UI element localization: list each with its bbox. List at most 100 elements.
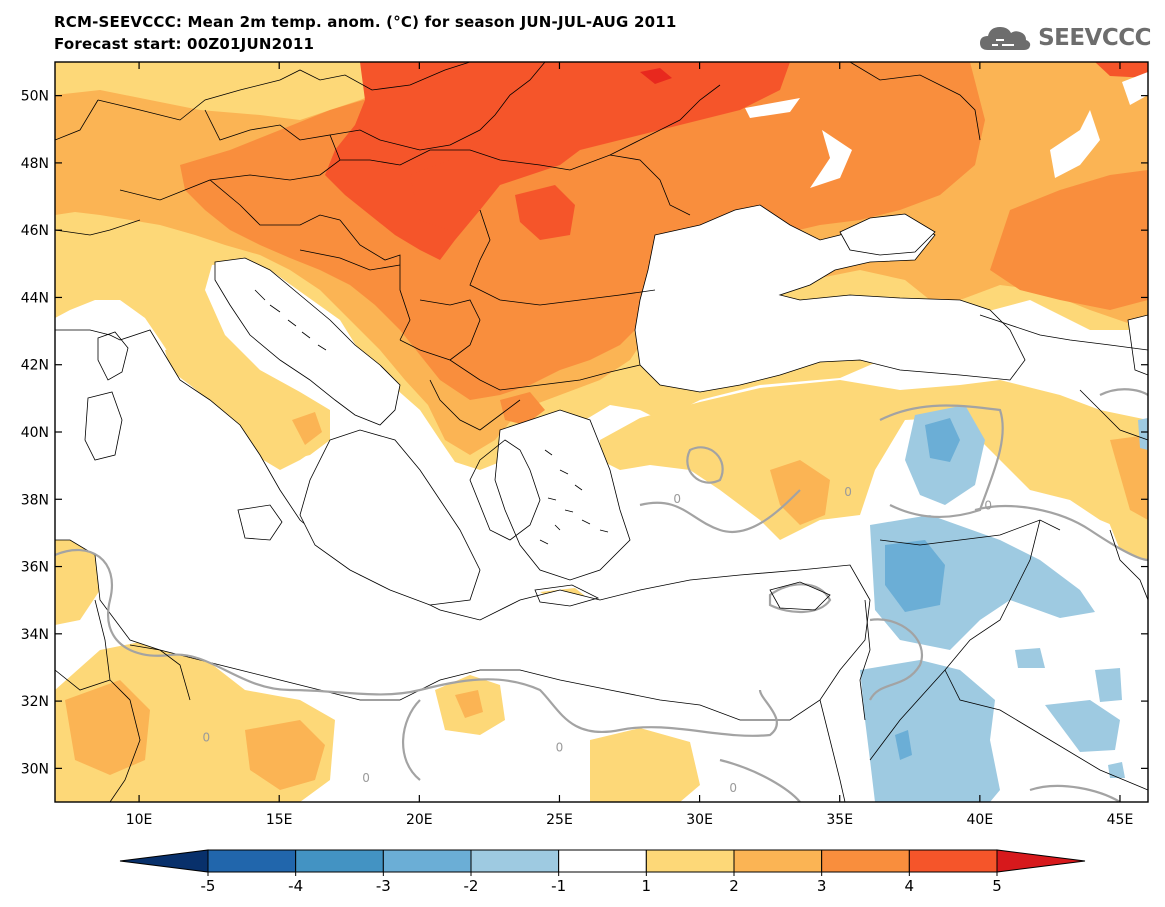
anomaly-area-minus2-jordan (895, 730, 912, 760)
contour-label: 0 (729, 781, 737, 795)
border-line (339, 219, 411, 341)
lon-tick-label: 20E (406, 812, 433, 828)
contour-label: 0 (203, 731, 211, 745)
border-line (94, 599, 141, 802)
black-sea (634, 204, 1026, 393)
zero-contour-iraq2 (1029, 784, 1121, 802)
border-line (944, 519, 1041, 671)
anomaly-area-plus4-hungary (410, 160, 480, 230)
anomaly-area-plus2-libya (65, 680, 150, 775)
anomaly-area-plus1-tunisia (55, 535, 100, 625)
colorbar-label: -1 (551, 877, 566, 895)
zero-contour-libya (401, 699, 421, 781)
coast-line (534, 584, 600, 607)
aegean-sea (494, 409, 631, 581)
border-line (129, 644, 191, 701)
lon-tick-label: 15E (266, 812, 293, 828)
colorbar-label: 4 (905, 877, 915, 895)
lat-tick-label: 32N (21, 694, 49, 710)
logo-text: SEEVCCC (1038, 25, 1151, 51)
anomaly-area-plus3-greece (500, 392, 545, 425)
border-line (859, 599, 871, 721)
colorbar-segment (645, 849, 735, 873)
colorbar-over-triangle (996, 849, 1086, 873)
colorbar-label: -3 (376, 877, 391, 895)
border-line (819, 699, 846, 802)
contour-label: 0 (844, 485, 852, 499)
colorbar-label: 1 (642, 877, 652, 895)
contour-labels: 0 0 0 0 0 0 0 (203, 485, 993, 795)
lake-ukraine2 (810, 130, 852, 188)
anomaly-area-minus1-iraq2 (1095, 668, 1122, 702)
anomaly-area-plus4-romania (515, 185, 575, 240)
anomaly-area-minus1-iraq4 (1108, 762, 1125, 778)
anomaly-area-minus1-iraq3 (1015, 648, 1045, 668)
lat-tick-label: 38N (21, 492, 49, 508)
anomaly-area-minus2-syria (885, 540, 945, 612)
anomaly-area-plus2-anatolia (770, 460, 830, 525)
ionian-sea (299, 429, 481, 606)
colorbar-segment (558, 849, 647, 873)
zero-contour-cyprus-area (768, 583, 832, 614)
border-line (469, 209, 656, 306)
colorbar-label: 2 (729, 877, 739, 895)
anomaly-area-minus1-caucasus (1138, 418, 1148, 450)
anomaly-field (55, 62, 1148, 802)
border-line (55, 99, 99, 141)
coast-line (237, 504, 283, 541)
colorbar-label: 3 (817, 877, 827, 895)
coast-line (469, 439, 541, 541)
coast-line (539, 449, 609, 545)
contour-label: 0 (673, 492, 681, 506)
border-line (97, 62, 471, 121)
anomaly-area-minus1-jordan (860, 660, 1000, 802)
lon-tick-label: 10E (126, 812, 153, 828)
border-line (429, 379, 521, 431)
border-line (209, 149, 431, 181)
colorbar-label: -4 (288, 877, 303, 895)
anomaly-area-minus2-anatolia (925, 418, 960, 462)
lat-tick-label: 30N (21, 761, 49, 777)
coast-line (254, 289, 327, 351)
colorbar-segment (733, 849, 823, 873)
colorbar-segment (295, 849, 384, 873)
zero-contours (55, 388, 1148, 802)
coast-line (84, 391, 123, 461)
map-title: RCM-SEEVCCC: Mean 2m temp. anom. (°C) fo… (54, 13, 677, 31)
coastlines-borders (55, 62, 1148, 802)
anomaly-area-plus5 (640, 68, 672, 84)
border-line (119, 179, 341, 226)
border-line (609, 84, 721, 156)
zero-contour-anatolia3 (879, 404, 1004, 518)
anomaly-area-plus1-anatolia (600, 380, 1148, 540)
lat-tick-label: 48N (21, 156, 49, 172)
lon-tick-label: 30E (686, 812, 713, 828)
border-line (55, 219, 141, 236)
sea-of-azov (839, 213, 936, 256)
border-line (1079, 389, 1148, 441)
lat-tick-label: 46N (21, 223, 49, 239)
contour-label: 0 (362, 771, 370, 785)
seevccc-logo: SEEVCCC (978, 22, 1151, 54)
cloud-logo-icon (980, 27, 1031, 50)
anomaly-area-plus2-caucasus (1110, 435, 1148, 520)
colorbar: -5 -4 -3 -2 -1 1 2 3 4 5 (119, 849, 1086, 895)
lat-tick-label: 36N (21, 560, 49, 576)
border-line (399, 339, 641, 391)
lat-tick-label: 42N (21, 358, 49, 374)
border-line (430, 149, 691, 216)
colorbar-segment (821, 849, 910, 873)
colorbar-label: -5 (201, 877, 216, 895)
lake-ukraine (745, 98, 800, 118)
contour-label: 0 (984, 499, 992, 513)
coast-line (769, 581, 831, 611)
lake-east2 (1122, 72, 1148, 105)
anomaly-area-plus4-northeast (1095, 62, 1148, 78)
anomaly-area-plus2-libya2 (245, 720, 325, 790)
adriatic-sea (214, 257, 401, 426)
lon-tick-label: 40E (967, 812, 994, 828)
lon-tick-label: 45E (1107, 812, 1134, 828)
colorbar-label: -2 (464, 877, 479, 895)
colorbar-under-triangle (119, 849, 209, 873)
